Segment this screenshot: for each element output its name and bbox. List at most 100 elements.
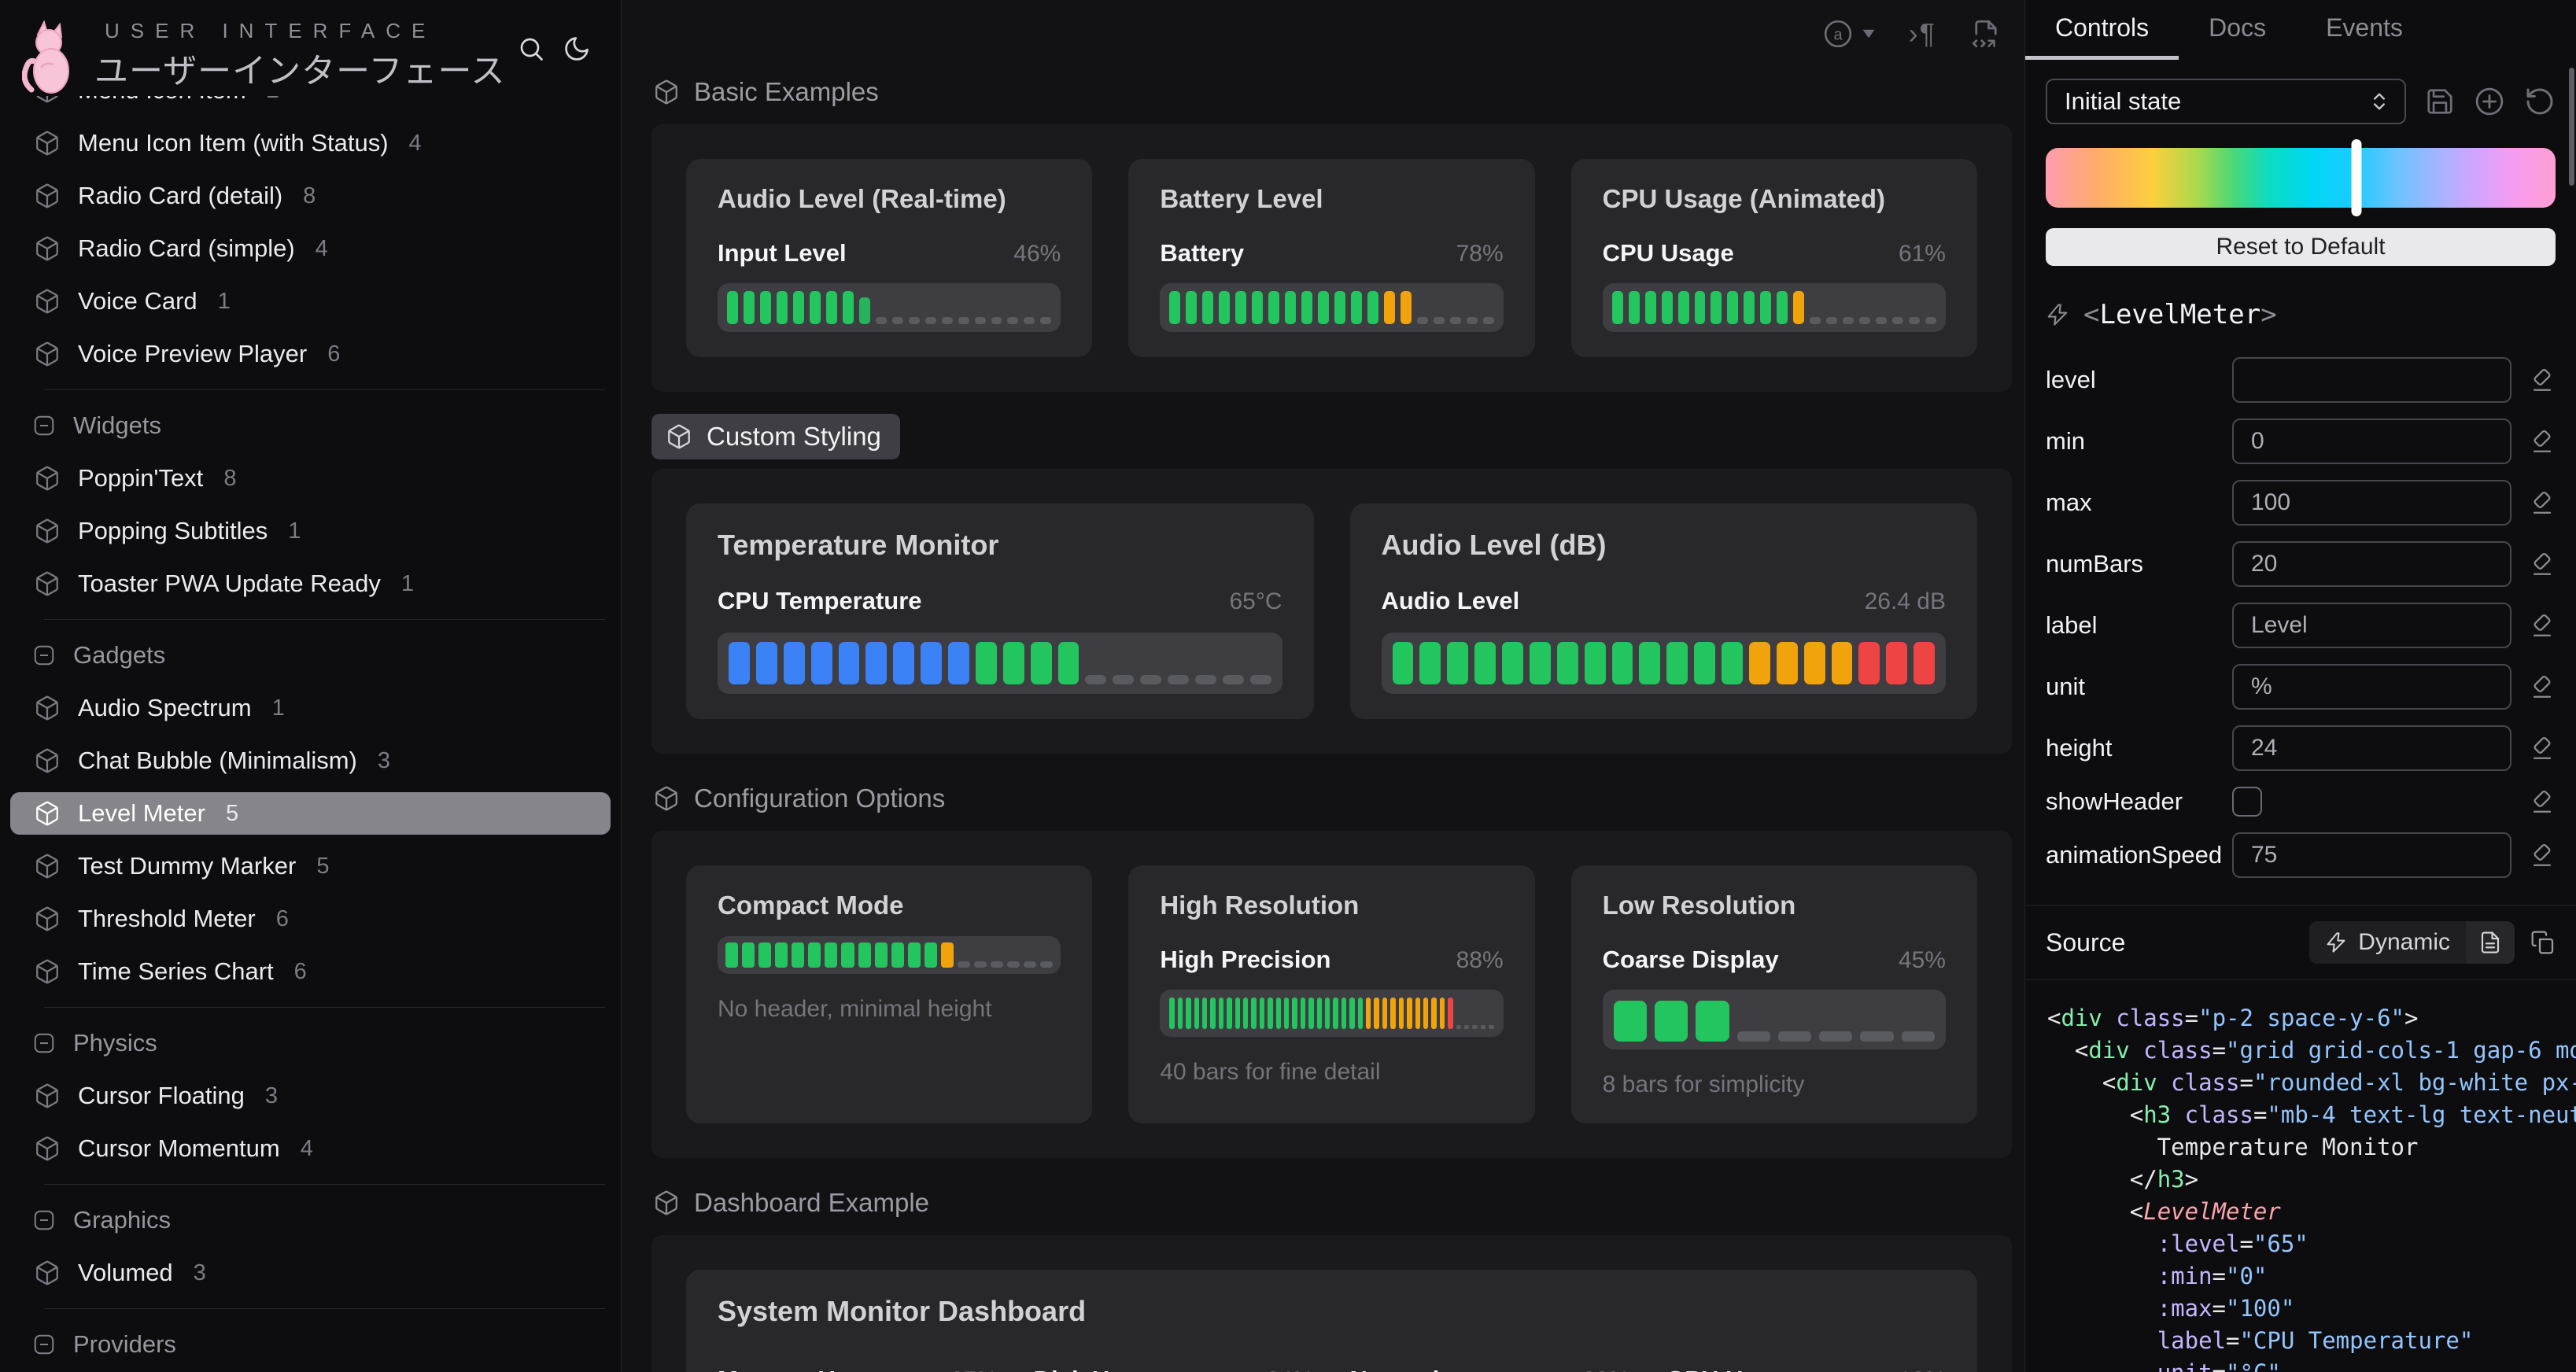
sidebar-item-threshold-meter[interactable]: Threshold Meter6 [10,898,611,940]
component-name: LevelMeter [2099,299,2260,330]
search-icon[interactable] [517,35,545,63]
sidebar-item-time-series-chart[interactable]: Time Series Chart6 [10,950,611,993]
sidebar-item-radio-card-simple[interactable]: Radio Card (simple)4 [10,227,611,270]
erase-icon [2529,735,2556,762]
reset-prop-button[interactable] [2511,551,2556,577]
reset-state-icon[interactable] [2524,86,2556,117]
reset-prop-button[interactable] [2511,367,2556,393]
prop-name: showHeader [2046,787,2232,816]
meter-bar [1407,998,1412,1029]
reset-prop-button[interactable] [2511,788,2556,815]
component-cube-icon [34,800,61,827]
state-select[interactable]: Initial state [2046,79,2406,124]
card-caption: 8 bars for simplicity [1603,1071,1946,1098]
erase-icon [2529,367,2556,393]
copy-icon[interactable] [2530,930,2556,955]
variant-panel: Temperature MonitorCPU Temperature65°CAu… [651,469,2012,754]
sidebar-section-gadgets[interactable]: Gadgets [10,634,611,677]
meter-value: 12% [1899,1367,1946,1372]
meter-bar [1040,317,1051,324]
text-size-icon[interactable]: a [1822,18,1876,50]
sidebar-item-voice-preview-player[interactable]: Voice Preview Player6 [10,333,611,375]
reset-prop-button[interactable] [2511,735,2556,762]
dynamic-source-button[interactable]: Dynamic [2309,921,2466,964]
variant-panel: Compact ModeNo header, minimal heightHig… [651,831,2012,1158]
new-state-icon[interactable] [2474,86,2505,117]
sidebar-item-audio-spectrum[interactable]: Audio Spectrum1 [10,687,611,729]
reset-prop-button[interactable] [2511,673,2556,700]
sidebar-item-voice-card[interactable]: Voice Card1 [10,280,611,323]
sidebar-item-cursor-floating[interactable]: Cursor Floating3 [10,1075,611,1117]
variant-header-custom-styling[interactable]: Custom Styling [651,414,900,459]
component-cube-icon [34,747,61,774]
sidebar-item-poppin-text[interactable]: Poppin'Text8 [10,457,611,500]
variant-header-dashboard-example[interactable]: Dashboard Example [651,1180,931,1226]
input-level[interactable] [2232,357,2511,403]
tab-docs[interactable]: Docs [2179,0,2296,60]
sidebar-item-toaster-pwa-update-ready[interactable]: Toaster PWA Update Ready1 [10,562,611,605]
sidebar-item-chat-bubble-minimalism[interactable]: Chat Bubble (Minimalism)3 [10,739,611,782]
edit-source-icon[interactable] [1969,17,2002,50]
variant-header-basic-examples[interactable]: Basic Examples [651,69,880,115]
meter-bar [1342,998,1346,1029]
sidebar-section-label: Providers [73,1330,176,1359]
meter-bar [1826,317,1837,324]
input-height[interactable]: 24 [2232,725,2511,771]
variant-title: Custom Styling [707,422,881,452]
dark-mode-moon-icon[interactable] [563,35,591,63]
reset-prop-button[interactable] [2511,428,2556,455]
meter-bar [825,942,837,968]
text-direction-icon[interactable]: ›¶ [1909,17,1936,50]
sidebar-item-count: 3 [378,748,390,774]
sidebar-item-label: Poppin'Text [78,464,203,492]
hue-slider-handle[interactable] [2352,139,2362,216]
input-numbars[interactable]: 20 [2232,541,2511,587]
meter-bar [1401,291,1412,324]
meter-label: Input Level [718,239,847,267]
input-label[interactable]: Level [2232,603,2511,648]
sidebar-item-radio-card-detail[interactable]: Radio Card (detail)8 [10,175,611,217]
erase-icon [2529,842,2556,869]
divider [44,1184,605,1185]
hue-slider[interactable] [2046,148,2556,208]
file-icon[interactable] [2466,921,2515,964]
component-cube-icon [34,570,61,597]
sidebar-item-volumed[interactable]: Volumed3 [10,1252,611,1294]
reset-prop-button[interactable] [2511,489,2556,516]
meter-bar [811,642,832,684]
prop-row-level: level [2046,357,2556,403]
meter-bar [1447,642,1468,684]
sidebar-section-physics[interactable]: Physics [10,1022,611,1064]
reset-prop-button[interactable] [2511,612,2556,639]
meter-bar [758,942,771,968]
meter-bar [975,317,986,324]
checkbox-showheader[interactable] [2232,787,2262,817]
input-max[interactable]: 100 [2232,480,2511,526]
tab-controls[interactable]: Controls [2025,0,2179,60]
meter-bar [1860,1031,1893,1042]
sidebar-item-test-dummy-marker[interactable]: Test Dummy Marker5 [10,845,611,887]
meter-bar [1557,642,1578,684]
sidebar-section-widgets[interactable]: Widgets [10,404,611,447]
input-min[interactable]: 0 [2232,419,2511,464]
reset-prop-button[interactable] [2511,842,2556,869]
variant-panel: System Monitor DashboardMemory Usage67%D… [651,1235,2012,1372]
input-animationspeed[interactable]: 75 [2232,832,2511,878]
sidebar-section-providers[interactable]: Providers [10,1323,611,1366]
sidebar-section-graphics[interactable]: Graphics [10,1199,611,1241]
sidebar: USER INTERFACE ユーザーインターフェース Menu Icon It… [0,0,622,1372]
sidebar-item-menu-icon-item-with-status[interactable]: Menu Icon Item (with Status)4 [10,122,611,164]
panel-scrollbar[interactable] [2569,68,2574,186]
sidebar-item-popping-subtitles[interactable]: Popping Subtitles1 [10,510,611,552]
input-unit[interactable]: % [2232,664,2511,710]
tab-events[interactable]: Events [2296,0,2433,60]
sidebar-item-cursor-momentum[interactable]: Cursor Momentum4 [10,1127,611,1170]
code-line: :min="0" [2047,1260,2576,1293]
meter-bar [1876,317,1887,324]
save-state-icon[interactable] [2425,87,2455,116]
sidebar-item-level-meter[interactable]: Level Meter5 [10,792,611,835]
variant-header-configuration-options[interactable]: Configuration Options [651,776,947,821]
meter-bar [1194,998,1199,1029]
reset-to-default-button[interactable]: Reset to Default [2046,228,2556,266]
meter-bar [1804,642,1825,684]
